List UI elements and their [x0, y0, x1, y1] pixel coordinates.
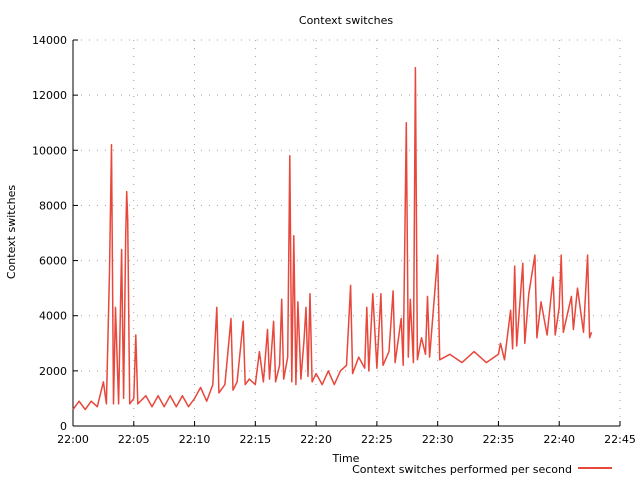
- legend-label: Context switches performed per second: [352, 463, 572, 476]
- x-tick-label: 22:25: [361, 433, 393, 446]
- x-tick-label: 22:05: [118, 433, 150, 446]
- x-tick-label: 22:35: [483, 433, 515, 446]
- y-tick-label: 0: [60, 420, 67, 433]
- y-tick-label: 14000: [32, 34, 67, 47]
- chart-title: Context switches: [299, 14, 393, 27]
- x-tick-label: 22:45: [604, 433, 636, 446]
- y-tick-label: 6000: [39, 255, 67, 268]
- x-tick-label: 22:15: [239, 433, 271, 446]
- y-tick-label: 12000: [32, 89, 67, 102]
- y-tick-label: 4000: [39, 310, 67, 323]
- x-tick-label: 22:10: [179, 433, 211, 446]
- y-axis-label: Context switches: [5, 185, 18, 279]
- series-layer: [72, 66, 593, 411]
- grid: [73, 39, 621, 426]
- series-line: [72, 66, 593, 411]
- x-tick-label: 22:30: [422, 433, 454, 446]
- x-tick-label: 22:00: [57, 433, 89, 446]
- y-tick-label: 10000: [32, 144, 67, 157]
- x-tick-labels: 22:00 22:05 22:10 22:15 22:20 22:25 22:30 22:35…: [57, 433, 636, 446]
- y-tick-label: 2000: [39, 365, 67, 378]
- x-axis-label: Time: [332, 452, 360, 465]
- y-tick-labels: 0 2000 4000 6000 8000 10000 12000 14000: [32, 34, 67, 433]
- axes: [72, 39, 621, 427]
- y-tick-label: 8000: [39, 199, 67, 212]
- legend: Context switches performed per second: [352, 463, 612, 476]
- x-tick-label: 22:40: [543, 433, 575, 446]
- x-tick-label: 22:20: [300, 433, 332, 446]
